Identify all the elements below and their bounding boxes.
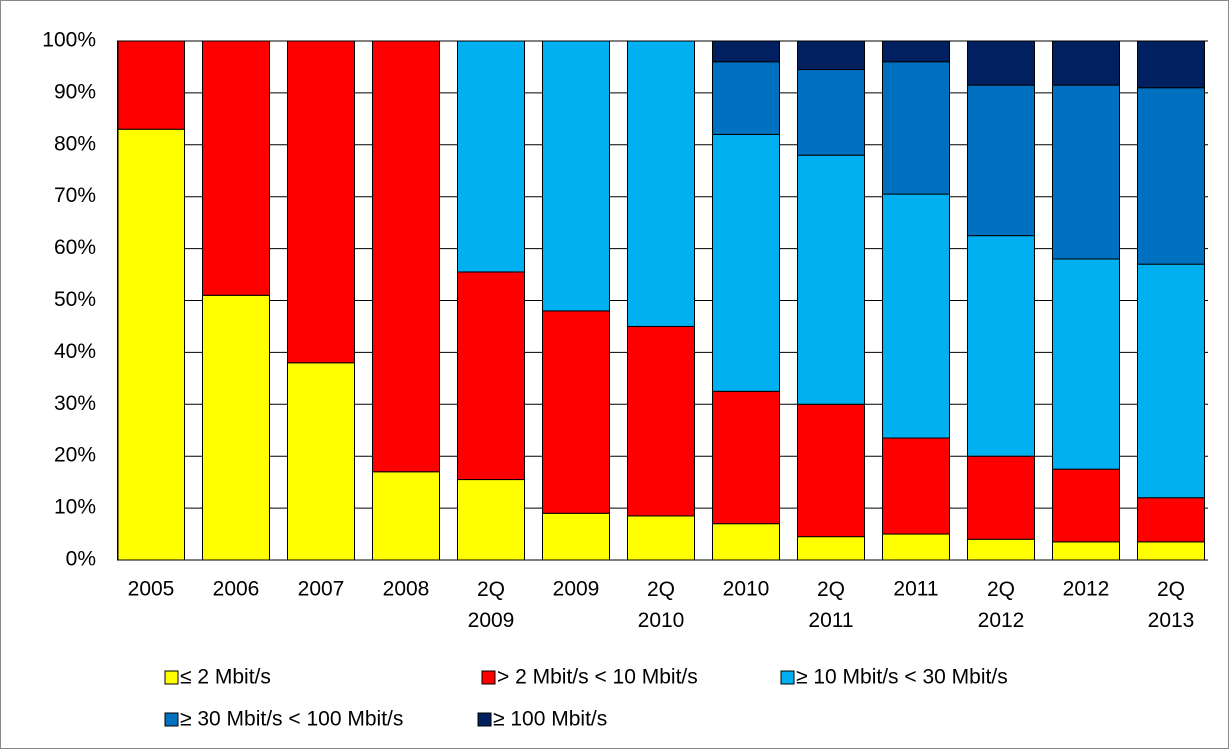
bar-segment <box>1052 84 1120 260</box>
bar-segment <box>1137 263 1205 499</box>
bar-segment <box>457 271 525 481</box>
x-tick-label: 2Q 2010 <box>638 578 685 632</box>
bar-segment <box>372 471 440 561</box>
y-tick-label: 0% <box>66 548 96 571</box>
bar-segment <box>1052 541 1120 561</box>
bar-segment <box>1137 541 1205 561</box>
bar-segment <box>542 40 610 312</box>
bar-segment <box>1052 258 1120 470</box>
x-tick-label: 2Q 2013 <box>1148 578 1195 632</box>
bar-segment <box>967 538 1035 561</box>
x-tick-label: 2007 <box>298 578 345 601</box>
bar-segment <box>542 310 610 514</box>
legend-label: ≥ 10 Mbit/s < 30 Mbit/s <box>796 666 1008 689</box>
y-tick-label: 50% <box>54 288 96 311</box>
bar-segment <box>117 40 185 130</box>
bar-segment <box>542 512 610 561</box>
legend-swatch <box>164 670 179 685</box>
bar-segment <box>627 325 695 517</box>
legend-label: ≥ 100 Mbit/s <box>493 708 607 731</box>
x-tick-label: 2005 <box>128 578 175 601</box>
bar-segment <box>967 455 1035 540</box>
bar-segment <box>712 133 780 392</box>
bar-segment <box>797 154 865 405</box>
legend-swatch <box>780 670 795 685</box>
x-tick-label: 2008 <box>383 578 430 601</box>
x-tick-label: 2Q 2009 <box>468 578 515 632</box>
legend-label: ≥ 30 Mbit/s < 100 Mbit/s <box>180 708 403 731</box>
bar-segment <box>712 40 780 63</box>
legend-swatch <box>164 712 179 727</box>
bar-segment <box>712 61 780 135</box>
bar-segment <box>882 40 950 63</box>
bar-segment <box>967 40 1035 86</box>
y-tick-label: 90% <box>54 80 96 103</box>
y-tick-label: 20% <box>54 444 96 467</box>
bar-segment <box>1052 40 1120 86</box>
x-tick-label: 2Q 2011 <box>808 578 853 632</box>
bar-segment <box>882 533 950 561</box>
bar-segment <box>797 536 865 561</box>
bar-segment <box>797 403 865 538</box>
bar-segment <box>712 523 780 561</box>
x-tick-label: 2010 <box>723 578 770 601</box>
bar-segment <box>882 61 950 195</box>
y-tick-label: 80% <box>54 132 96 155</box>
bar-segment <box>1137 87 1205 265</box>
bar-segment <box>287 40 355 364</box>
y-tick-label: 40% <box>54 340 96 363</box>
bar-segment <box>797 69 865 156</box>
legend-label: ≤ 2 Mbit/s <box>180 666 271 689</box>
y-tick-label: 60% <box>54 236 96 259</box>
bar-segment <box>882 437 950 535</box>
bar-segment <box>967 235 1035 457</box>
bar-segment <box>287 362 355 561</box>
bar-segment <box>627 40 695 327</box>
bar-segment <box>117 128 185 561</box>
bar-segment <box>627 515 695 561</box>
bar-segment <box>967 84 1035 237</box>
bar-segment <box>457 40 525 273</box>
bar-segment <box>1137 40 1205 89</box>
legend-label: > 2 Mbit/s < 10 Mbit/s <box>497 666 698 689</box>
bar-segment <box>712 390 780 525</box>
x-tick-label: 2011 <box>893 578 938 601</box>
x-tick-label: 2009 <box>553 578 600 601</box>
bar-segment <box>202 40 270 296</box>
x-tick-label: 2006 <box>213 578 260 601</box>
bar-segment <box>202 294 270 561</box>
y-tick-label: 70% <box>54 184 96 207</box>
legend-swatch <box>481 670 496 685</box>
y-tick-label: 30% <box>54 392 96 415</box>
bar-segment <box>882 193 950 439</box>
bar-segment <box>372 40 440 473</box>
y-tick-label: 100% <box>42 29 96 52</box>
legend-swatch <box>477 712 492 727</box>
bar-segment <box>457 479 525 561</box>
bar-segment <box>1052 468 1120 543</box>
x-tick-label: 2012 <box>1063 578 1110 601</box>
bar-segment <box>1137 497 1205 543</box>
y-tick-label: 10% <box>54 496 96 519</box>
x-tick-label: 2Q 2012 <box>978 578 1025 632</box>
bar-segment <box>797 40 865 71</box>
